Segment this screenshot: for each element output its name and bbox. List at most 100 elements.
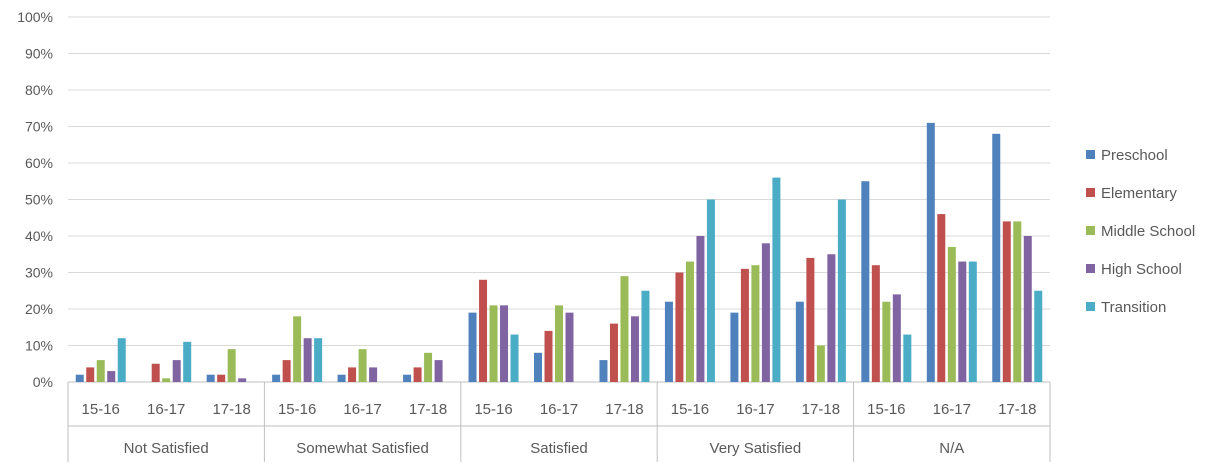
bar: [861, 181, 870, 382]
x-tick-label: 17-18: [605, 401, 643, 418]
y-tick-label: 30%: [25, 265, 53, 281]
bar: [1013, 221, 1022, 382]
legend-swatch: [1086, 188, 1095, 197]
bar: [599, 360, 608, 382]
group-label: N/A: [939, 440, 964, 457]
group-label: Not Satisfied: [124, 440, 209, 457]
bar: [162, 378, 171, 382]
bar: [227, 349, 236, 382]
y-tick-label: 50%: [25, 192, 53, 208]
bar: [348, 367, 357, 382]
bar: [937, 214, 946, 382]
x-axis: 15-16 16-17 17-18 Not Satisfied 15-16 16-17 17…: [67, 382, 1051, 462]
bar: [696, 236, 705, 382]
y-tick-label: 70%: [25, 119, 53, 135]
bar: [806, 257, 815, 382]
x-tick-label: 17-18: [212, 401, 250, 418]
bar: [620, 276, 629, 382]
bar: [1034, 290, 1043, 382]
bar: [337, 374, 346, 382]
bar: [675, 272, 684, 382]
x-tick-label: 15-16: [474, 401, 512, 418]
bar: [172, 360, 181, 382]
bar: [795, 301, 804, 382]
x-tick-label: 15-16: [278, 401, 316, 418]
bar: [871, 265, 880, 382]
x-tick-label: 17-18: [802, 401, 840, 418]
x-tick-label: 17-18: [409, 401, 447, 418]
bar: [706, 199, 715, 382]
legend-swatch: [1086, 226, 1095, 235]
bar: [314, 338, 323, 382]
x-tick-label: 16-17: [343, 401, 381, 418]
bar: [358, 349, 367, 382]
x-tick-label: 16-17: [736, 401, 774, 418]
bar: [238, 378, 247, 382]
bar: [75, 374, 84, 382]
bar: [892, 294, 901, 382]
x-tick-label: 16-17: [147, 401, 185, 418]
bar: [413, 367, 422, 382]
y-tick-label: 100%: [17, 9, 53, 25]
bar: [772, 177, 781, 382]
bar: [303, 338, 312, 382]
bars: [75, 122, 1043, 382]
bar: [544, 330, 553, 382]
bar: [217, 374, 226, 382]
bar: [96, 360, 105, 382]
bar: [1002, 221, 1011, 382]
bar: [403, 374, 412, 382]
bar: [992, 133, 1001, 382]
x-tick-label: 16-17: [540, 401, 578, 418]
bar: [468, 312, 477, 382]
bar: [434, 360, 443, 382]
legend-label: Transition: [1101, 299, 1166, 316]
x-tick-label: 17-18: [998, 401, 1036, 418]
bar: [751, 265, 760, 382]
bar: [555, 305, 563, 382]
legend: Preschool Elementary Middle School High Sch…: [1086, 147, 1195, 316]
bar: [107, 371, 116, 382]
bar: [117, 338, 126, 382]
bar: [740, 268, 749, 382]
x-tick-label: 15-16: [82, 401, 120, 418]
bar: [968, 261, 977, 382]
bar: [534, 352, 542, 382]
bar: [565, 312, 574, 382]
bar: [827, 254, 836, 382]
bar: [282, 360, 291, 382]
y-axis: 0% 10% 20% 30% 40% 50% 60% 70% 80% 90% 100%: [17, 9, 53, 390]
bar: [293, 316, 302, 382]
bar: [926, 122, 935, 382]
group-label: Somewhat Satisfied: [296, 440, 429, 457]
y-tick-label: 20%: [25, 301, 53, 317]
y-tick-label: 0%: [33, 374, 53, 390]
bar: [183, 341, 192, 382]
y-tick-label: 90%: [25, 46, 53, 62]
bar: [86, 367, 95, 382]
bar: [958, 261, 967, 382]
bar: [947, 246, 956, 382]
bar: [206, 374, 215, 382]
bar: [685, 261, 694, 382]
x-tick-label: 16-17: [933, 401, 971, 418]
legend-label: Middle School: [1101, 223, 1195, 240]
y-tick-label: 10%: [25, 338, 53, 354]
bar: [369, 367, 378, 382]
bar: [489, 305, 498, 382]
x-tick-label: 15-16: [671, 401, 709, 418]
bar: [664, 301, 673, 382]
legend-swatch: [1086, 150, 1095, 159]
legend-swatch: [1086, 264, 1095, 273]
bar: [641, 290, 650, 382]
y-tick-label: 60%: [25, 155, 53, 171]
legend-label: High School: [1101, 261, 1182, 278]
bar: [272, 374, 281, 382]
legend-swatch: [1086, 302, 1095, 311]
y-tick-label: 80%: [25, 82, 53, 98]
legend-label: Preschool: [1101, 147, 1168, 164]
bar: [500, 305, 509, 382]
bar: [816, 345, 825, 382]
